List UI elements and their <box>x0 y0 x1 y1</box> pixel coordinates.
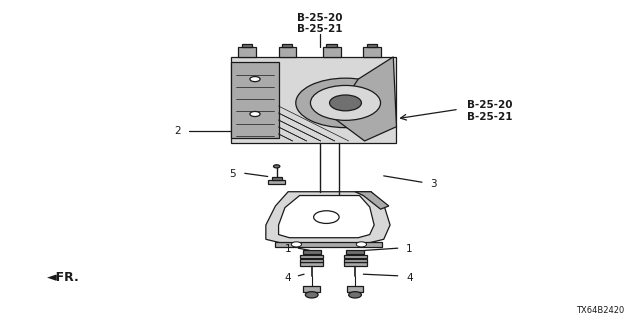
Bar <box>231 57 396 142</box>
Bar <box>242 44 252 47</box>
Bar <box>344 262 367 266</box>
Bar <box>364 47 381 57</box>
Text: B-25-20
B-25-21: B-25-20 B-25-21 <box>297 13 343 34</box>
Circle shape <box>291 242 301 247</box>
Bar <box>239 47 256 57</box>
Circle shape <box>305 292 318 298</box>
Circle shape <box>356 242 367 247</box>
Circle shape <box>349 292 362 298</box>
Bar <box>231 62 278 138</box>
Circle shape <box>310 85 381 120</box>
Bar <box>282 44 292 47</box>
Polygon shape <box>333 57 396 141</box>
Polygon shape <box>266 192 390 243</box>
Bar <box>303 286 320 292</box>
Bar <box>271 177 282 180</box>
Text: B-25-20
B-25-21: B-25-20 B-25-21 <box>467 100 512 122</box>
Bar <box>300 262 323 266</box>
Text: 1: 1 <box>285 244 291 254</box>
Circle shape <box>250 76 260 82</box>
Bar <box>326 44 337 47</box>
Circle shape <box>330 95 362 111</box>
Bar <box>346 251 364 254</box>
Bar <box>344 255 367 258</box>
Text: ◄FR.: ◄FR. <box>47 271 80 284</box>
Bar <box>303 251 321 254</box>
Text: 1: 1 <box>406 244 413 254</box>
Bar <box>275 242 383 247</box>
Circle shape <box>296 78 395 128</box>
Bar <box>367 44 377 47</box>
Text: 2: 2 <box>175 126 181 136</box>
Bar <box>268 180 285 184</box>
Text: 3: 3 <box>430 179 437 189</box>
Bar <box>347 286 364 292</box>
Circle shape <box>273 165 280 168</box>
Bar <box>323 47 341 57</box>
Text: 4: 4 <box>285 273 291 283</box>
Bar <box>344 259 367 262</box>
Polygon shape <box>355 192 389 209</box>
Text: 4: 4 <box>406 273 413 283</box>
Text: TX64B2420: TX64B2420 <box>577 306 625 315</box>
Bar <box>300 255 323 258</box>
Circle shape <box>314 211 339 223</box>
Circle shape <box>250 111 260 116</box>
Text: 5: 5 <box>229 169 236 179</box>
Bar <box>300 259 323 262</box>
Bar <box>278 47 296 57</box>
Polygon shape <box>278 196 374 238</box>
